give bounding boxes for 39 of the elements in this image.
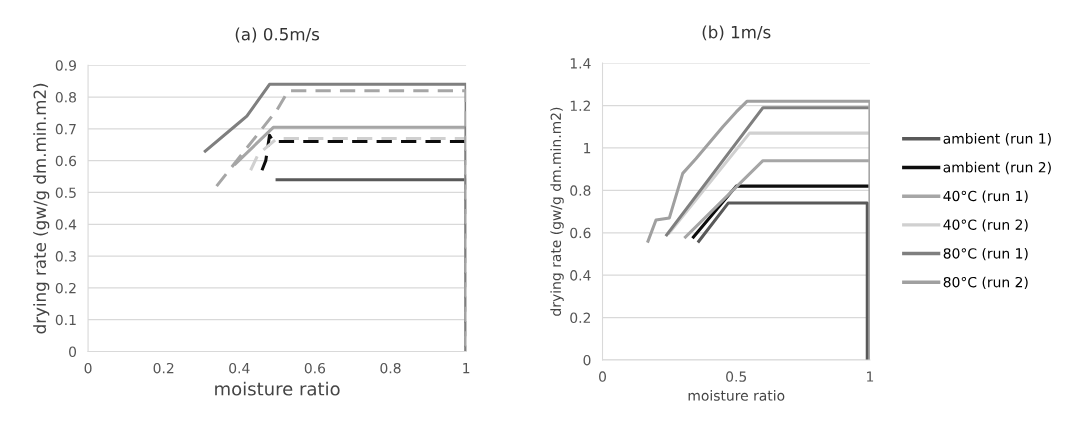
y-tick-label: 0.4 — [570, 270, 591, 281]
y-axis-title: drying rate (gw/g dm.min.m2) — [33, 83, 50, 334]
legend-label: 40°C (run 1) — [943, 190, 1028, 203]
y-tick-label: 0.2 — [55, 282, 76, 294]
y-tick-label: 0.2 — [570, 312, 591, 324]
x-tick-label: 0.2 — [153, 362, 174, 374]
legend-label: 40°C (run 2) — [943, 219, 1028, 232]
x-tick-label: 0.8 — [380, 362, 401, 374]
x-tick-label: 0 — [599, 371, 607, 382]
legend-label: 80°C (run 2) — [943, 276, 1028, 290]
x-axis-title: moisture ratio — [688, 390, 785, 401]
y-tick-label: 0.3 — [55, 251, 76, 262]
y-tick-label: 0.8 — [55, 92, 77, 103]
legend-label: ambient (run 1) — [943, 133, 1051, 146]
y-tick-label: 0.5 — [55, 187, 76, 198]
x-tick-label: 0.6 — [304, 362, 326, 374]
chart-title: (a) 0.5m/s — [235, 27, 320, 43]
x-axis-title: moisture ratio — [215, 381, 340, 396]
x-tick-label: 1 — [463, 363, 470, 374]
y-axis-title: drying rate (gw/g dm.min.m2) — [550, 107, 564, 316]
y-tick-label: 1.2 — [570, 100, 591, 111]
x-tick-label: 0.4 — [229, 362, 250, 374]
legend-label: ambient (run 2) — [943, 161, 1051, 175]
y-tick-label: 0.9 — [55, 60, 76, 71]
y-tick-label: 0 — [69, 346, 77, 358]
y-tick-label: 0.6 — [55, 155, 77, 167]
y-tick-label: 0.7 — [55, 123, 76, 135]
x-tick-label: 1 — [867, 371, 874, 382]
x-tick-label: 0 — [84, 362, 92, 374]
y-tick-label: 1.4 — [570, 58, 591, 69]
y-tick-label: 0.6 — [570, 227, 591, 239]
legend-label: 80°C (run 1) — [943, 247, 1028, 261]
y-tick-label: 0.8 — [570, 185, 591, 196]
y-tick-label: 1 — [584, 143, 591, 154]
chart-title: (b) 1m/s — [702, 25, 771, 41]
y-tick-label: 0.4 — [55, 219, 77, 230]
x-tick-label: 0.5 — [726, 371, 747, 382]
y-tick-label: 0.1 — [55, 314, 76, 326]
y-tick-label: 0 — [583, 354, 591, 366]
